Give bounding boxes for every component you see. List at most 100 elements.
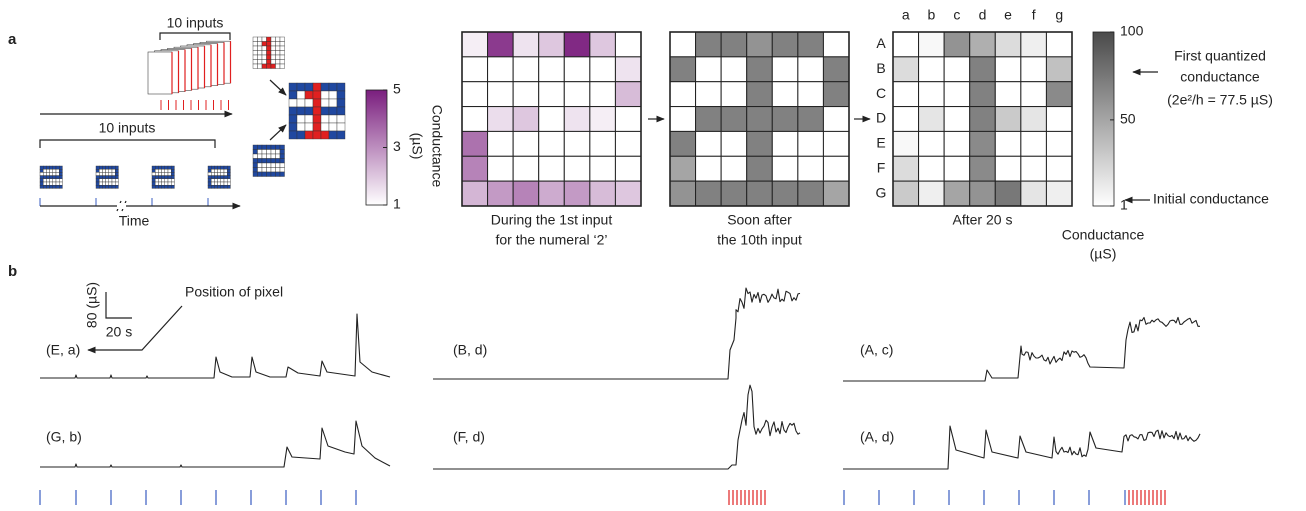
pixel [95,181,100,186]
pixel [52,175,57,180]
heatmap-cell [1020,106,1047,132]
colorbar-title: Conductance [1062,227,1145,243]
pixel [288,130,298,140]
heatmap-cell [994,81,1022,108]
pixel [261,171,267,177]
pixel [39,172,44,176]
pixel [210,165,215,170]
heatmap-cell [563,180,591,207]
pixel [217,172,222,176]
row-label: F [877,159,886,175]
heatmap-cell [695,155,722,182]
pixel [167,172,172,176]
pixel [59,172,63,176]
pixel [266,144,272,150]
pixel [275,171,281,177]
pixel [261,167,267,173]
pixel [279,153,285,159]
pixel [257,50,263,56]
pixel [161,181,166,186]
heatmap-cell [771,180,799,207]
pixel [98,184,103,189]
heatmap-cell [822,56,850,83]
row-label: G [876,184,887,200]
heatmap-cell [1045,56,1073,83]
row-label: D [876,110,886,126]
heatmap-cell [695,31,722,58]
heatmap-cell [822,130,850,157]
pixel [261,59,267,65]
col-label: b [927,7,935,23]
pixel [252,45,258,51]
pixel [46,168,50,173]
pixel [111,181,116,186]
pixel [270,149,276,155]
pixel [266,41,272,47]
pixel [111,175,116,180]
heatmap-cell [669,155,697,182]
pixel [223,172,228,176]
heatmap-cell [461,31,489,58]
pixel [214,165,218,170]
pixel [210,181,215,186]
pixel [49,178,53,183]
heatmap-cell [797,180,824,207]
pixel [257,36,263,42]
pixel [270,50,276,56]
pixel [207,178,212,183]
pixel [59,175,63,180]
pixel [164,168,169,173]
pixel [114,172,119,176]
pixel [167,165,172,170]
heatmap-cell [720,106,748,132]
heatmap-cell [461,130,489,157]
pixel [214,178,218,183]
heatmap-cell [822,31,850,58]
pixel [288,122,298,132]
pixel [226,165,231,170]
heatmap-cell [797,106,824,132]
pixel [105,175,109,180]
heatmap-cell [669,106,697,132]
pixel [102,168,106,173]
annotation: (2e²/h = 77.5 µS) [1167,92,1273,108]
pixel [151,165,156,170]
colorbar-title: Conductance [429,105,445,188]
position-label: Position of pixel [185,284,283,300]
pixel [266,54,272,60]
heatmap-cell [892,106,920,132]
heatmap-cell [969,155,996,182]
heatmap-caption: After 20 s [953,212,1013,228]
pixel [266,50,272,56]
heatmap-cell [563,130,591,157]
heatmap-cell [1020,31,1047,58]
heatmap-cell [1045,81,1073,108]
pixel [108,184,113,189]
pixel [220,175,225,180]
heatmap-cell [1045,130,1073,157]
heatmap-cell [994,180,1022,207]
pixel [111,172,116,176]
pixel [158,168,162,173]
trace [40,313,391,379]
heatmap-cell [918,31,945,58]
pixel [98,175,103,180]
pixel [266,162,272,168]
pixel [39,168,44,173]
heatmap-cell [487,180,514,207]
pixel [49,181,53,186]
pixel [252,167,258,173]
pixel [39,178,44,183]
heatmap-cell [563,106,591,132]
trace-label: (A, d) [860,429,894,445]
pixel [102,172,106,176]
heatmap-cell [614,155,642,182]
pixel [279,45,285,51]
colorbar-ticks: 1 50 100 [1110,23,1144,213]
heatmap-caption: the 10th input [717,232,802,248]
pixel [270,45,276,51]
pixel [275,162,281,168]
inputs-label: 10 inputs [99,120,156,136]
heatmap-cell [994,155,1022,182]
